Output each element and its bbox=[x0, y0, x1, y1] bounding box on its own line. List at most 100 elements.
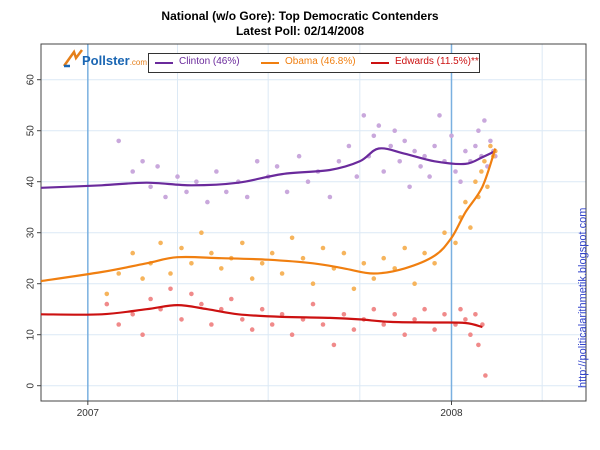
point-obama bbox=[432, 261, 437, 266]
point-edwards bbox=[168, 286, 173, 292]
chart-title: National (w/o Gore): Top Democratic Cont… bbox=[161, 9, 439, 23]
point-clinton bbox=[194, 179, 199, 184]
point-clinton bbox=[254, 159, 260, 164]
point-edwards bbox=[229, 296, 234, 302]
point-clinton bbox=[449, 133, 454, 139]
point-edwards bbox=[351, 327, 357, 332]
point-edwards bbox=[341, 312, 347, 317]
point-obama bbox=[158, 240, 163, 246]
point-edwards bbox=[468, 332, 473, 338]
point-edwards bbox=[442, 312, 447, 317]
point-clinton bbox=[284, 189, 290, 195]
point-edwards bbox=[279, 312, 285, 317]
point-obama bbox=[473, 179, 478, 184]
point-edwards bbox=[422, 306, 427, 312]
point-edwards bbox=[476, 342, 481, 348]
point-obama bbox=[240, 240, 245, 246]
y-tick-label: 10 bbox=[26, 329, 37, 341]
point-obama bbox=[130, 250, 135, 256]
point-obama bbox=[168, 271, 173, 276]
trend-line-obama bbox=[40, 148, 497, 283]
point-edwards bbox=[249, 327, 255, 332]
point-obama bbox=[289, 235, 295, 241]
point-obama bbox=[402, 245, 408, 251]
y-tick-label: 20 bbox=[26, 278, 37, 290]
point-clinton bbox=[130, 169, 135, 174]
point-obama bbox=[392, 266, 398, 271]
point-obama bbox=[351, 286, 357, 292]
point-edwards bbox=[140, 332, 145, 338]
point-obama bbox=[422, 250, 427, 256]
point-clinton bbox=[482, 118, 487, 123]
point-edwards bbox=[392, 312, 398, 317]
point-edwards bbox=[310, 301, 316, 307]
point-clinton bbox=[224, 189, 229, 195]
point-edwards bbox=[432, 327, 437, 332]
point-clinton bbox=[354, 174, 360, 179]
point-edwards bbox=[259, 306, 265, 312]
pollster-arrow-icon bbox=[62, 49, 83, 68]
point-edwards bbox=[458, 306, 463, 312]
point-edwards bbox=[269, 322, 275, 327]
point-edwards bbox=[179, 317, 184, 322]
vline-layer bbox=[87, 44, 453, 401]
point-clinton bbox=[214, 169, 219, 174]
point-obama bbox=[381, 255, 387, 261]
point-obama bbox=[199, 230, 204, 235]
point-edwards bbox=[116, 322, 121, 327]
plot-frame bbox=[40, 43, 587, 402]
point-edwards bbox=[320, 322, 326, 327]
point-clinton bbox=[376, 123, 382, 128]
chart-subtitle: Latest Poll: 02/14/2008 bbox=[235, 24, 365, 38]
point-edwards bbox=[219, 306, 224, 312]
points-layer bbox=[104, 113, 498, 378]
trend-line-edwards bbox=[40, 303, 483, 329]
point-edwards bbox=[199, 301, 204, 307]
point-edwards bbox=[289, 332, 295, 338]
y-tick-label: 0 bbox=[26, 382, 37, 388]
point-edwards bbox=[381, 322, 387, 327]
point-clinton bbox=[184, 189, 189, 195]
x-tick-label: 2008 bbox=[440, 408, 463, 419]
logo-suffix: .com bbox=[129, 58, 148, 67]
point-obama bbox=[219, 266, 224, 271]
point-edwards bbox=[130, 312, 135, 317]
point-obama bbox=[259, 261, 265, 266]
point-edwards bbox=[402, 332, 408, 338]
point-edwards bbox=[331, 342, 337, 348]
legend: Clinton (46%) Obama (46.8%) Edwards (11.… bbox=[148, 53, 480, 73]
y-tick-label: 30 bbox=[26, 227, 37, 239]
point-clinton bbox=[427, 174, 432, 179]
pollster-logo: Pollster.com bbox=[62, 48, 147, 72]
legend-swatch-clinton bbox=[155, 62, 173, 64]
point-clinton bbox=[432, 143, 437, 149]
trend-layer bbox=[40, 147, 497, 329]
x-tick-label: 2007 bbox=[77, 408, 100, 419]
point-obama bbox=[189, 261, 194, 266]
y-axis: 0 10 20 30 40 50 60 bbox=[26, 74, 41, 388]
point-clinton bbox=[305, 179, 311, 184]
point-obama bbox=[116, 271, 121, 276]
y-tick-label: 60 bbox=[26, 74, 37, 86]
point-edwards bbox=[209, 322, 214, 327]
point-obama bbox=[453, 240, 458, 246]
point-clinton bbox=[296, 153, 302, 159]
point-clinton bbox=[140, 159, 145, 164]
point-obama bbox=[488, 143, 493, 149]
point-clinton bbox=[155, 164, 160, 169]
point-edwards bbox=[463, 317, 468, 322]
point-edwards bbox=[104, 301, 110, 307]
point-clinton bbox=[163, 194, 168, 200]
point-obama bbox=[140, 276, 145, 281]
point-obama bbox=[279, 271, 285, 276]
point-clinton bbox=[476, 128, 481, 133]
logo-name: Pollster bbox=[82, 53, 130, 68]
point-clinton bbox=[453, 169, 458, 174]
point-obama bbox=[300, 255, 306, 261]
point-obama bbox=[179, 245, 184, 251]
point-clinton bbox=[381, 169, 387, 174]
point-obama bbox=[341, 250, 347, 256]
legend-swatch-edwards bbox=[371, 62, 389, 64]
pollster-logo-text: Pollster.com bbox=[82, 53, 147, 68]
